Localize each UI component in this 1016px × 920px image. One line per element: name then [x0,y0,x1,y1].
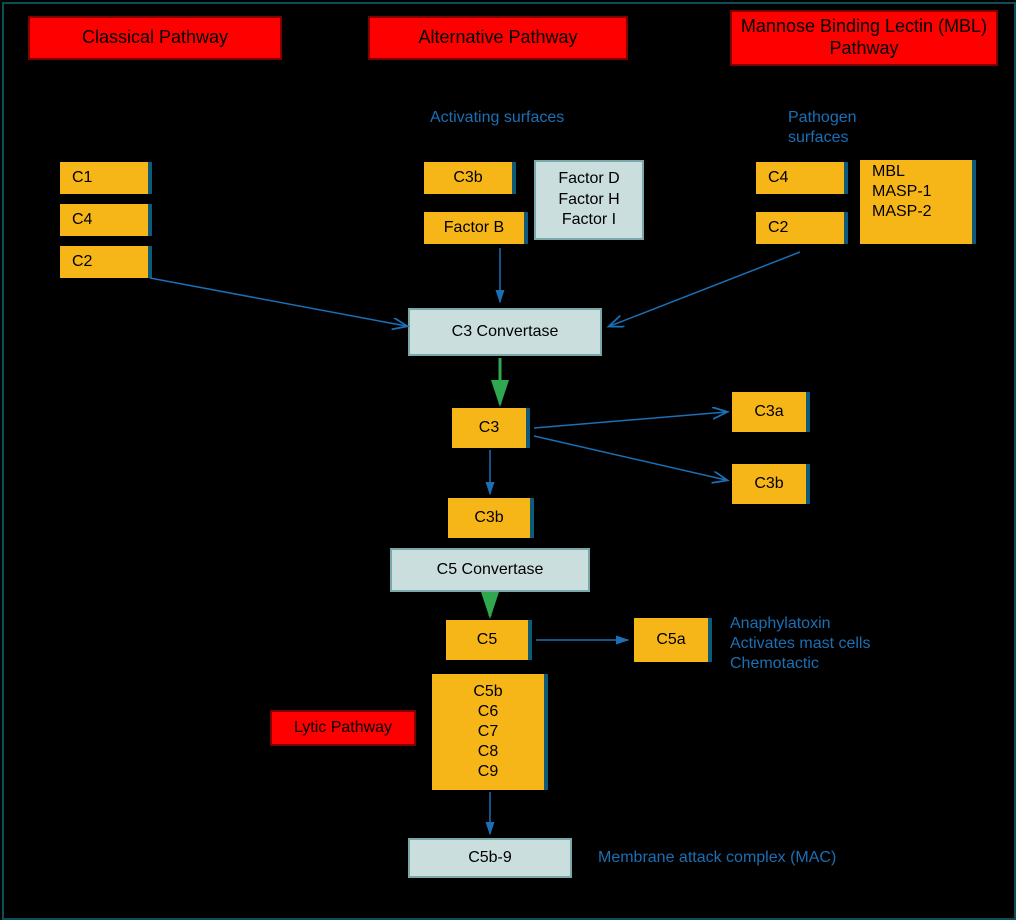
node-classical-c4: C4 [60,204,152,236]
node-classical-c1-label: C1 [72,169,92,187]
label-pathogen-surfaces: Pathogen surfaces [788,108,857,148]
node-c3-convertase: C3 Convertase [408,308,602,356]
node-mbl-c4-label: C4 [768,169,788,187]
node-c3b-out: C3b [732,464,810,504]
node-classical-c2-label: C2 [72,253,92,271]
node-mbl-c4: C4 [756,162,848,194]
label-mac: Membrane attack complex (MAC) [598,848,836,868]
node-c5-convertase: C5 Convertase [390,548,590,592]
node-alt-factorb: Factor B [424,212,528,244]
label-lytic-pathway: Lytic Pathway [270,710,416,746]
node-alt-factorb-label: Factor B [444,219,504,237]
node-c3a: C3a [732,392,810,432]
header-mbl-label: Mannose Binding Lectin (MBL) Pathway [738,16,990,59]
node-c5-convertase-label: C5 Convertase [437,560,544,581]
node-c5-label: C5 [477,631,497,649]
label-lytic-pathway-text: Lytic Pathway [294,719,392,737]
node-c5a-label: C5a [656,631,685,649]
label-activating-surfaces: Activating surfaces [430,108,564,128]
node-c3b-mid-label: C3b [474,509,503,527]
node-mbl-c2-label: C2 [768,219,788,237]
header-mbl: Mannose Binding Lectin (MBL) Pathway [730,10,998,66]
node-c3b-mid: C3b [448,498,534,538]
node-alt-factors-dhi: Factor D Factor H Factor I [534,160,644,240]
label-c5a-notes: Anaphylatoxin Activates mast cells Chemo… [730,614,870,674]
node-classical-c2: C2 [60,246,152,278]
header-classical: Classical Pathway [28,16,282,60]
header-alternative-label: Alternative Pathway [418,27,577,49]
node-c5b9: C5b-9 [408,838,572,878]
node-mbl-c2: C2 [756,212,848,244]
node-c5a: C5a [634,618,712,662]
node-c5b-stack: C5b C6 C7 C8 C9 [432,674,548,790]
node-c3a-label: C3a [754,403,783,421]
node-alt-factors-dhi-label: Factor D Factor H Factor I [558,169,619,231]
header-alternative: Alternative Pathway [368,16,628,60]
node-mbl-masp: MBL MASP-1 MASP-2 [860,160,976,244]
node-alt-c3b: C3b [424,162,516,194]
node-c5b9-label: C5b-9 [468,848,512,869]
node-c3-convertase-label: C3 Convertase [452,322,559,343]
node-classical-c1: C1 [60,162,152,194]
node-c3-label: C3 [479,419,499,437]
node-classical-c4-label: C4 [72,211,92,229]
node-c3: C3 [452,408,530,448]
node-mbl-masp-label: MBL MASP-1 MASP-2 [872,162,932,222]
header-classical-label: Classical Pathway [82,27,228,49]
node-c3b-out-label: C3b [754,475,783,493]
node-alt-c3b-label: C3b [453,169,482,187]
node-c5: C5 [446,620,532,660]
node-c5b-stack-label: C5b C6 C7 C8 C9 [473,682,502,782]
